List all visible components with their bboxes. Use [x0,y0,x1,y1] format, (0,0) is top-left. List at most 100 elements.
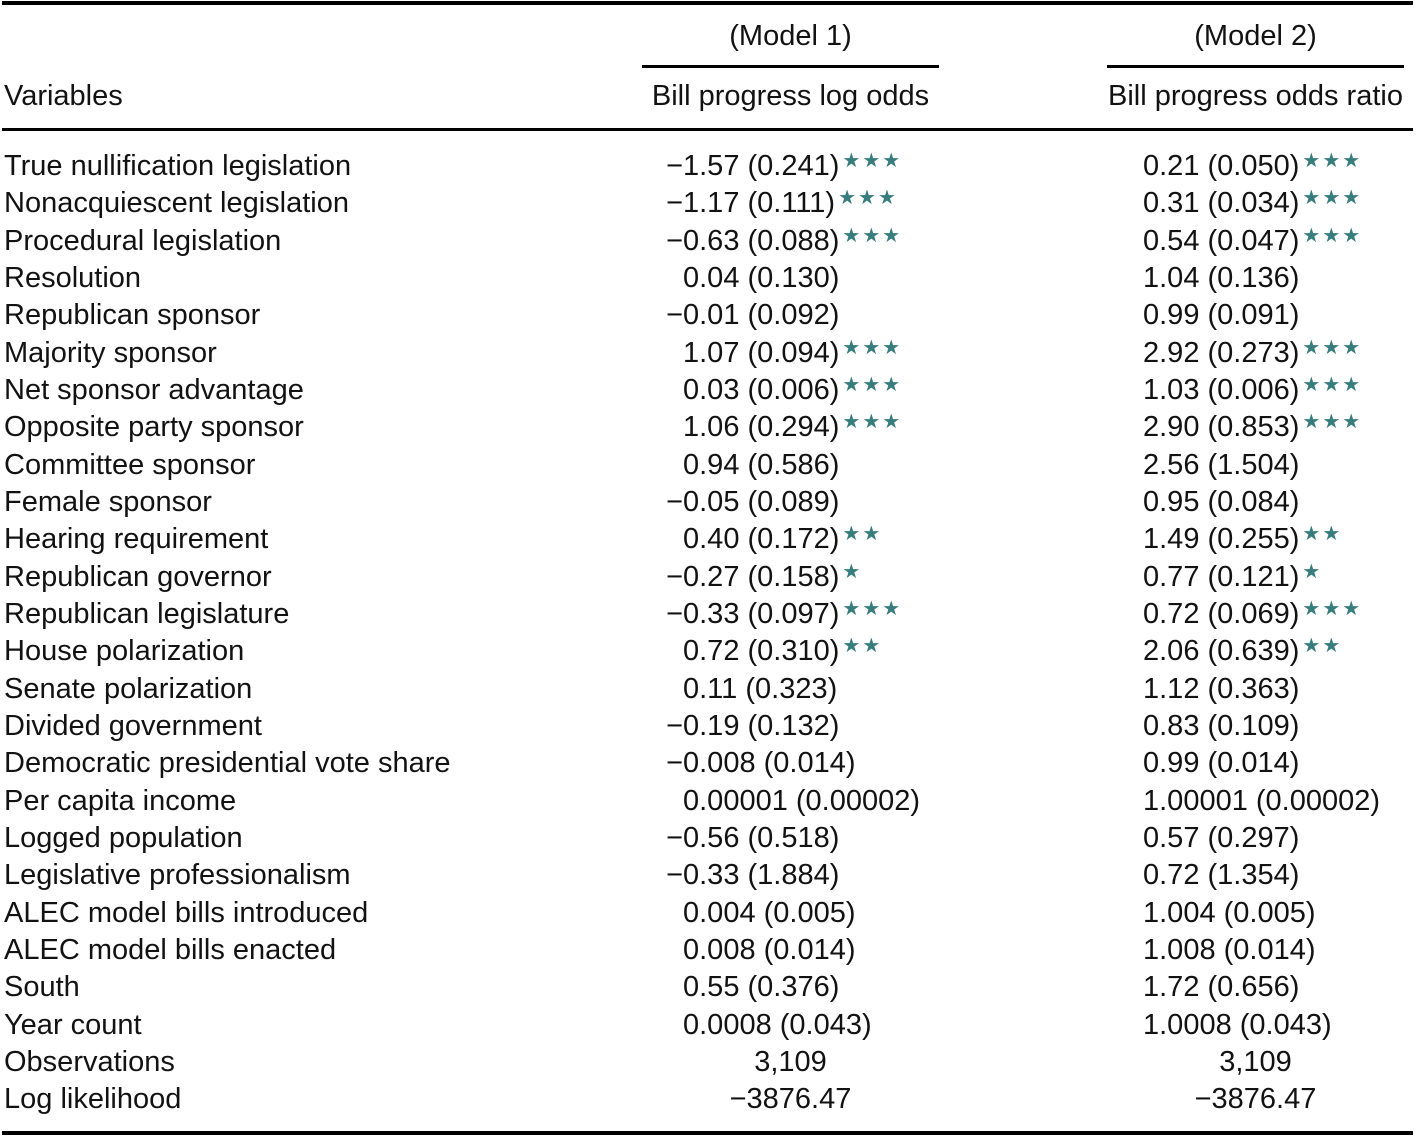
model2-spanner-rule [1107,65,1404,68]
m2-coefficient-value: 0.72 (0.069) [1143,597,1300,630]
m1-summary-value: 3,109 [754,1045,827,1078]
m1-coefficient-cell: 1.07 (0.094) ★★★ [683,335,902,372]
m1-coefficient-cell: 1.57 (0.241) ★★★ [683,148,902,185]
m2-coefficient-value: 0.21 (0.050) [1143,150,1300,182]
variable-label: Opposite party sponsor [4,411,304,444]
m2-coefficient-cell: 2.92 (0.273) ★★★ [1143,335,1362,372]
header-bottom-rule [2,128,1413,131]
table-row: Procedural legislation −0.63 (0.088) ★★★ 0.… [0,223,1416,260]
m2-coefficient-cell: 1.04 (0.136) [1143,260,1299,297]
m2-coefficient-cell: 0.72 (0.069) ★★★ [1143,596,1362,633]
table-row: Democratic presidential vote share −0.008… [0,745,1416,782]
significance-stars: ★★ [842,635,883,658]
m1-coefficient-value: 0.94 (0.586) [683,448,840,481]
variables-column-header: Variables [4,80,123,112]
variable-label: Senate polarization [4,672,253,705]
significance-stars: ★★★ [1302,336,1363,359]
m1-minus-sign: − [666,709,683,742]
m1-coefficient-value: 1.06 (0.294) [683,411,840,444]
m2-coefficient-value: 2.06 (0.639) [1143,635,1300,668]
m2-coefficient-cell: 0.99 (0.091) [1143,297,1299,334]
m1-coefficient-cell: 0.03 (0.006) ★★★ [683,372,902,409]
table-bottom-rule [2,1131,1413,1135]
m2-coefficient-value: 1.0008 (0.043) [1143,1008,1332,1041]
variable-label: Republican sponsor [4,299,261,332]
significance-stars: ★★★ [842,150,903,172]
m2-coefficient-cell: 2.56 (1.504) [1143,447,1299,484]
m2-coefficient-value: 1.49 (0.255) [1143,523,1300,556]
m1-coefficient-cell: 0.72 (0.310) ★★ [683,633,882,670]
m2-coefficient-value: 1.00001 (0.00002) [1143,784,1381,817]
variable-label: Female sponsor [4,485,212,518]
variable-label: Observations [4,1045,175,1078]
table-row: Legislative professionalism −0.33 (1.884)… [0,857,1416,894]
m2-coefficient-value: 1.008 (0.014) [1143,933,1316,966]
m1-coefficient-cell: 0.11 (0.323) [683,671,837,708]
m1-coefficient-value: 0.04 (0.130) [683,261,840,294]
table-row: House polarization 0.72 (0.310) ★★ 2.06 (0.… [0,633,1416,670]
m1-minus-sign: − [666,224,683,257]
significance-stars: ★★★ [838,187,898,210]
table-top-rule [2,1,1413,5]
m2-coefficient-value: 1.04 (0.136) [1143,261,1300,294]
m2-coefficient-cell: 1.12 (0.363) [1143,671,1299,708]
m1-minus-sign: − [666,150,683,182]
m1-coefficient-cell: 0.56 (0.518) [683,820,839,857]
m1-coefficient-value: 0.11 (0.323) [683,672,838,705]
m1-coefficient-value: 1.07 (0.094) [683,336,840,369]
table-row: Nonacquiescent legislation −1.17 (0.111) ★… [0,185,1416,222]
m2-coefficient-cell: 2.90 (0.853) ★★★ [1143,409,1362,446]
variable-label: ALEC model bills introduced [4,896,369,929]
m2-coefficient-value: 0.99 (0.014) [1143,747,1300,780]
m2-coefficient-cell: 0.95 (0.084) [1143,484,1299,521]
variable-label: Nonacquiescent legislation [4,187,349,220]
m2-coefficient-cell: 0.21 (0.050) ★★★ [1143,148,1362,185]
table-row: Senate polarization 0.11 (0.323) 1.12 (0.3… [0,671,1416,708]
m1-coefficient-value: 0.008 (0.014) [683,747,856,780]
m1-coefficient-cell: 0.004 (0.005) [683,895,856,932]
m1-coefficient-value: 0.00001 (0.00002) [683,784,921,817]
m2-coefficient-value: 0.72 (1.354) [1143,859,1300,892]
m2-coefficient-value: 0.54 (0.047) [1143,224,1300,257]
table-row: Republican sponsor −0.01 (0.092) 0.99 (0.0… [0,297,1416,334]
model1-header: (Model 1) [729,20,852,52]
table-row: Logged population −0.56 (0.518) 0.57 (0.29… [0,820,1416,857]
table-row: Majority sponsor 1.07 (0.094) ★★★ 2.92 (0.2… [0,335,1416,372]
variable-label: Year count [4,1008,142,1041]
m1-coefficient-cell: 0.63 (0.088) ★★★ [683,223,902,260]
m2-coefficient-value: 1.004 (0.005) [1143,896,1316,929]
m2-coefficient-cell: 0.99 (0.014) [1143,745,1299,782]
m2-coefficient-cell: 0.54 (0.047) ★★★ [1143,223,1362,260]
m2-coefficient-cell: 1.00001 (0.00002) [1143,783,1380,820]
table-row: ALEC model bills enacted 0.008 (0.014) 1.0… [0,932,1416,969]
m2-coefficient-value: 1.03 (0.006) [1143,373,1300,406]
m2-summary-value: −3876.47 [1194,1083,1317,1116]
table-row: Net sponsor advantage 0.03 (0.006) ★★★ 1.03… [0,372,1416,409]
significance-stars: ★★★ [842,411,903,434]
m1-coefficient-cell: 0.01 (0.092) [683,297,839,334]
m1-coefficient-cell: 0.008 (0.014) [683,745,856,782]
m2-coefficient-cell: 0.57 (0.297) [1143,820,1299,857]
significance-stars: ★★★ [1302,597,1363,620]
table-row: True nullification legislation −1.57 (0.2… [0,148,1416,185]
significance-stars: ★★ [842,523,883,546]
variable-label: ALEC model bills enacted [4,933,337,966]
table-row: Republican legislature −0.33 (0.097) ★★★ 0.… [0,596,1416,633]
table-row: Republican governor −0.27 (0.158) ★ 0.77 (0… [0,559,1416,596]
table-row: Year count 0.0008 (0.043) 1.0008 (0.043) [0,1007,1416,1044]
m1-minus-sign: − [666,560,683,593]
significance-stars: ★★★ [1302,373,1363,396]
m1-minus-sign: − [666,485,683,518]
m1-coefficient-value: 0.27 (0.158) [683,560,840,593]
m1-summary-value: −3876.47 [729,1083,852,1116]
model1-spanner-rule [642,65,939,68]
variable-label: Majority sponsor [4,336,217,369]
table-row: South 0.55 (0.376) 1.72 (0.656) [0,969,1416,1006]
table-row: Committee sponsor 0.94 (0.586) 2.56 (1.504… [0,447,1416,484]
m2-coefficient-value: 0.31 (0.034) [1143,187,1300,220]
m1-minus-sign: − [666,821,683,854]
m1-coefficient-value: 0.33 (0.097) [683,597,840,630]
m2-coefficient-cell: 1.03 (0.006) ★★★ [1143,372,1362,409]
significance-stars: ★★★ [1302,150,1363,172]
significance-stars: ★★ [1302,523,1343,546]
